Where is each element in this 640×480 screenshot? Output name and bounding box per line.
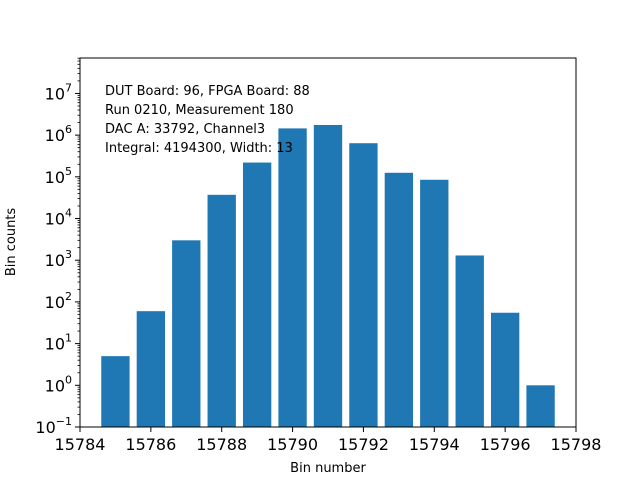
annotation-line: DUT Board: 96, FPGA Board: 88 bbox=[105, 84, 310, 99]
y-tick-label: 101 bbox=[45, 332, 72, 354]
bar bbox=[278, 128, 307, 427]
y-tick-exponent: 6 bbox=[65, 123, 72, 136]
y-tick-base: 10 bbox=[45, 335, 65, 354]
x-axis-label: Bin number bbox=[290, 461, 366, 476]
plot-frame bbox=[79, 57, 577, 428]
bar bbox=[172, 240, 201, 427]
annotation-line: Run 0210, Measurement 180 bbox=[105, 103, 294, 118]
y-tick-label: 100 bbox=[45, 373, 72, 395]
y-tick-label: 104 bbox=[45, 207, 72, 229]
y-tick-base: 10 bbox=[35, 418, 55, 437]
annotation-line: Integral: 4194300, Width: 13 bbox=[105, 141, 293, 156]
y-tick-base: 10 bbox=[45, 293, 65, 312]
y-tick-label: 106 bbox=[45, 123, 72, 145]
x-tick-label: 15794 bbox=[409, 435, 460, 454]
y-tick-base: 10 bbox=[45, 210, 65, 229]
y-tick-base: 10 bbox=[45, 376, 65, 395]
bar bbox=[490, 312, 520, 427]
annotation-line: DAC A: 33792, Channel3 bbox=[105, 122, 265, 137]
bars-group bbox=[101, 125, 555, 428]
y-axis-label: Bin counts bbox=[4, 208, 19, 277]
y-tick-exponent: 4 bbox=[65, 207, 72, 220]
bar bbox=[207, 194, 236, 427]
x-tick-label: 15796 bbox=[480, 435, 531, 454]
bar bbox=[455, 255, 484, 427]
bar bbox=[101, 356, 130, 427]
x-tick-label: 15788 bbox=[196, 435, 247, 454]
bar bbox=[313, 125, 343, 427]
bar bbox=[242, 162, 272, 428]
y-axis-minor-ticks bbox=[77, 57, 80, 415]
x-tick-label: 15790 bbox=[267, 435, 318, 454]
y-tick-exponent: 0 bbox=[65, 373, 72, 386]
bar bbox=[384, 172, 414, 427]
bar bbox=[420, 179, 449, 427]
x-tick-label: 15784 bbox=[55, 435, 106, 454]
y-tick-exponent: 3 bbox=[65, 248, 72, 261]
y-tick-exponent: 1 bbox=[65, 332, 72, 345]
y-tick-label: 105 bbox=[45, 165, 72, 187]
y-tick-label: 102 bbox=[45, 290, 72, 312]
y-tick-label: 103 bbox=[45, 248, 72, 270]
y-tick-exponent: 7 bbox=[65, 81, 72, 94]
y-tick-base: 10 bbox=[45, 84, 65, 103]
y-tick-exponent: 5 bbox=[65, 165, 72, 178]
y-tick-exponent: −1 bbox=[56, 415, 72, 428]
bar bbox=[526, 385, 555, 427]
y-tick-label: 10−1 bbox=[35, 415, 72, 437]
annotation-block: DUT Board: 96, FPGA Board: 88 Run 0210, M… bbox=[105, 84, 310, 156]
y-tick-base: 10 bbox=[45, 168, 65, 187]
y-tick-base: 10 bbox=[45, 126, 65, 145]
bar bbox=[349, 143, 378, 427]
y-tick-base: 10 bbox=[45, 251, 65, 270]
x-axis-ticks: 15784 15786 15788 15790 15792 15794 15796 15798 bbox=[55, 427, 602, 454]
bar bbox=[136, 311, 166, 427]
x-tick-label: 15798 bbox=[551, 435, 602, 454]
x-tick-label: 15792 bbox=[338, 435, 389, 454]
y-tick-label: 107 bbox=[45, 81, 72, 103]
y-tick-exponent: 2 bbox=[65, 290, 72, 303]
x-tick-label: 15786 bbox=[125, 435, 176, 454]
